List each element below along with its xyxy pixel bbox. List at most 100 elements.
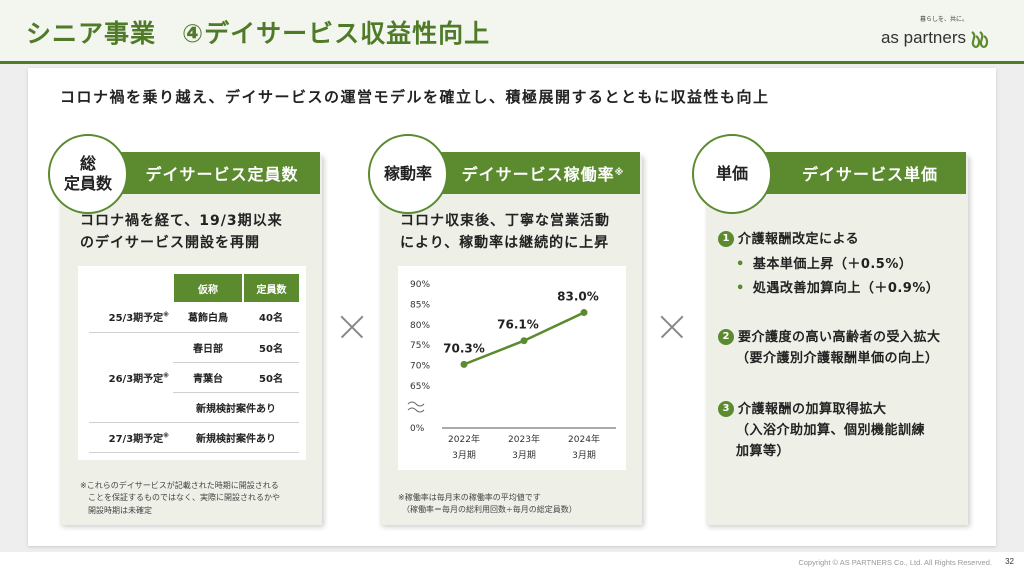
y-tick-label: 85% [410,300,430,310]
y-tick-label: 0% [410,424,425,434]
number-badge: 2 [718,329,734,345]
unit-price-item-3-detail: （入浴介助加算、個別機能訓練 [736,423,926,438]
item-text: 介護報酬改定による [738,232,860,247]
table-row: 26/3期予定※ 春日部 50名 [89,332,299,423]
table-capacity-cell: 40名 [243,302,299,333]
y-tick-label: 70% [410,362,430,372]
capacity-description-line: のデイサービス開設を再開 [80,235,260,252]
capacity-table: 仮称 定員数 25/3期予定※ 葛飾白鳥 40名 26/3期予定※ 春日部 50… [88,274,299,453]
unit-price-circle-text: 単価 [715,164,748,183]
header-rule [0,61,1024,64]
utilization-chart-box: 90% 85% 80% 75% 70% 65% 0% 70.3% 76.1% 83.0% 2022年… [398,266,626,470]
utilization-line-chart: 90% 85% 80% 75% 70% 65% 0% 70.3% 76.1% 83.0% 2022年… [407,280,616,461]
utilization-description: コロナ収束後、丁寧な営業活動 により、稼動率は継続的に上昇 [400,210,610,255]
data-point [460,360,468,368]
y-tick-label: 80% [410,321,430,331]
item-text: 介護報酬の加算取得拡大 [738,402,887,417]
table-period-cell: 27/3期予定※ [89,422,173,453]
unit-price-card [706,155,968,525]
x-tick-label: 2024年 [568,433,600,445]
data-point [580,309,588,317]
company-logo: 暮らしを、共に。 as partners [868,14,989,50]
capacity-footnote: ※これらのデイサービスが記載された時期に開設される ことを保証するものではなく、… [80,480,280,517]
footnote-line: 開設時期は未確定 [80,505,152,515]
table-row: 27/3期予定※ 新規検討案件あり [89,422,299,453]
table-row: 新規検討案件あり [89,392,299,423]
data-point [520,337,528,345]
number-badge: 1 [718,231,734,247]
capacity-description-line: コロナ禍を経て、19/3期以来 [80,213,283,229]
copyright-text: Copyright © AS PARTNERS Co., Ltd. All Ri… [798,558,992,567]
period-mark: ※ [163,432,169,440]
unit-price-item-3: 3 介護報酬の加算取得拡大 [718,400,887,421]
logo-mark-icon [971,31,989,48]
x-tick-label: 2022年 [448,433,480,445]
utilization-circle-text: 稼動率 [383,164,432,183]
table-period-cell: 26/3期予定※ [89,332,173,423]
table-row: 25/3期予定※ 葛飾白鳥 40名 [89,302,299,333]
data-label: 83.0% [557,290,599,304]
footnote-line: ※稼働率は毎月末の稼働率の平均値です [398,493,541,502]
unit-price-circle-label: 単価 [692,134,772,214]
utilization-card-header: デイサービス稼働率 ※ [430,152,640,194]
logo-name: as partners [880,28,966,47]
table-capacity-cell: 50名 [243,362,299,393]
unit-price-item-2-detail: （要介護別介護報酬単価の向上） [736,351,939,366]
capacity-card-header: デイサービス定員数 [110,152,320,194]
item-text: 基本単価上昇（＋0.5%） [752,257,913,272]
logo-tagline: 暮らしを、共に。 [919,16,968,23]
unit-price-card-header: デイサービス単価 [756,152,966,194]
utilization-circle-label: 稼動率 [368,134,448,214]
axis-break-icon [407,401,425,413]
capacity-circle-text: 総 定員数 [63,154,112,193]
unit-price-item-2: 2 要介護度の高い高齢者の受入拡大 [718,328,941,349]
page-number: 32 [1005,557,1014,566]
x-tick-label: 3月期 [452,450,476,461]
table-name-cell: 新規検討案件あり [173,422,299,453]
utilization-description-line: により、稼動率は継続的に上昇 [400,235,610,252]
table-header-capacity: 定員数 [242,274,299,302]
table-name-cell: 新規検討案件あり [173,392,299,423]
utilization-header-text: デイサービス稼働率 [461,165,615,184]
table-capacity-cell: 50名 [243,332,299,363]
number-badge: 3 [718,401,734,417]
y-tick-label: 75% [410,341,430,351]
multiply-icon [340,315,364,339]
unit-price-item-1: 1 介護報酬改定による [718,230,859,251]
unit-price-item-3-detail: 加算等） [736,444,791,459]
x-tick-label: 2023年 [508,433,540,445]
item-text: 要介護度の高い高齢者の受入拡大 [738,330,941,345]
table-name-cell: 青葉台 [173,362,243,393]
unit-price-subitem: • 基本単価上昇（＋0.5%） [736,255,912,276]
data-label: 76.1% [497,318,539,332]
utilization-description-line: コロナ収束後、丁寧な営業活動 [400,213,610,229]
bullet-icon: • [736,281,745,296]
table-row: 青葉台 50名 [89,362,299,393]
footer [0,552,1024,576]
table-name-cell: 葛飾白鳥 [173,302,243,333]
table-period-cell: 25/3期予定※ [89,302,173,333]
page-title: シニア事業 ④デイサービス収益性向上 [26,19,491,48]
data-label: 70.3% [443,341,485,355]
table-header-row: 仮称 定員数 [88,274,299,302]
footnote-line: ことを保証するものではなく、実際に開設されるかや [80,493,280,503]
item-text: 処遇改善加算向上（＋0.9%） [752,281,940,296]
y-tick-label: 90% [410,280,430,290]
capacity-circle-label: 総 定員数 [48,134,128,214]
y-tick-label: 65% [410,382,430,392]
capacity-table-box: 仮称 定員数 25/3期予定※ 葛飾白鳥 40名 26/3期予定※ 春日部 50… [78,266,306,460]
period-label: 25/3期予定 [108,313,164,325]
table-corner-cell [88,274,173,302]
x-tick-label: 3月期 [512,450,536,461]
utilization-footnote: ※稼働率は毎月末の稼働率の平均値です （稼働率＝毎月の総利用回数÷毎月の総定員数… [398,492,577,517]
period-mark: ※ [163,311,169,319]
x-tick-label: 3月期 [572,450,596,461]
capacity-description: コロナ禍を経て、19/3期以来 のデイサービス開設を再開 [80,210,283,255]
header-bar [0,0,1024,64]
table-header-name: 仮称 [172,274,243,302]
bullet-icon: • [736,257,745,272]
period-label: 27/3期予定 [108,433,164,445]
utilization-header-mark: ※ [614,168,625,178]
period-mark: ※ [163,372,169,380]
footnote-line: ※これらのデイサービスが記載された時期に開設される [80,481,279,490]
